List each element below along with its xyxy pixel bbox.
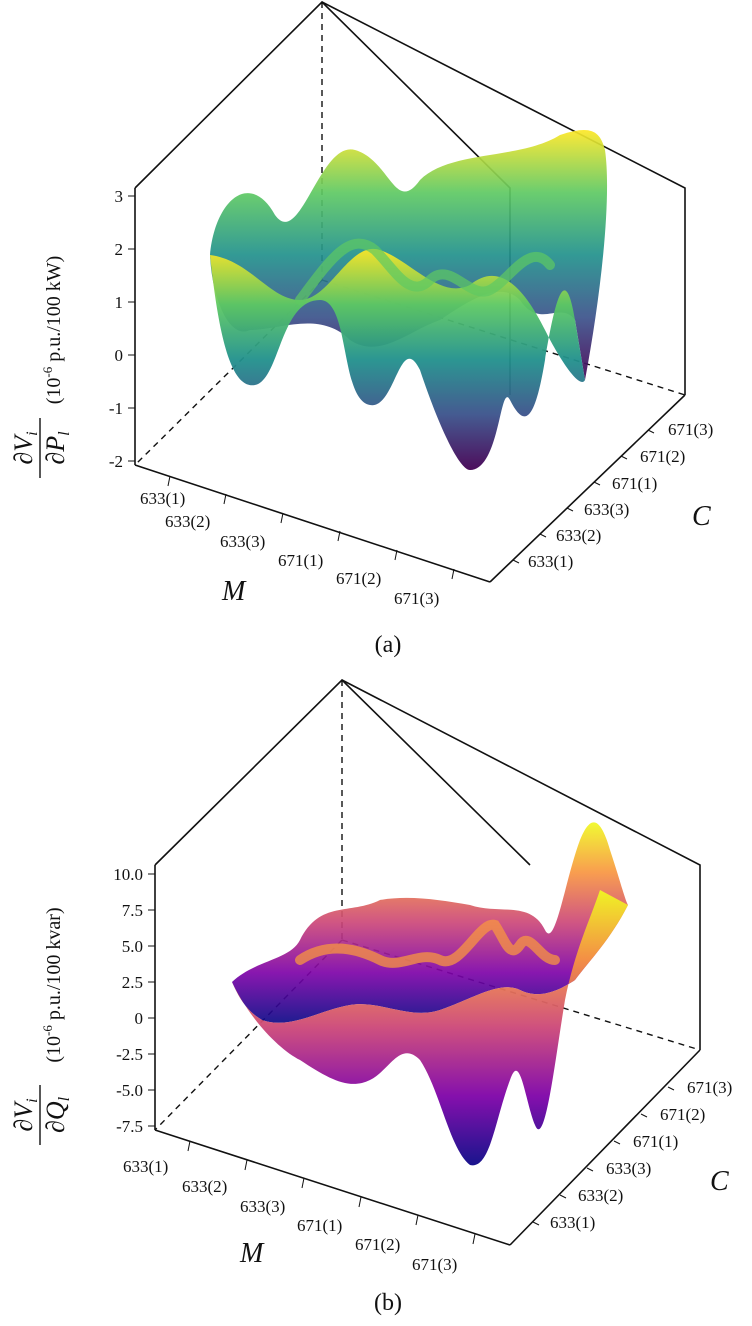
ylabel-exp: -6 xyxy=(40,1025,55,1036)
caption-b: (b) xyxy=(374,1290,402,1316)
c-tick-label: 671(2) xyxy=(640,447,685,466)
m-tick-label: 671(3) xyxy=(394,589,439,608)
fraction-den: ∂Q xyxy=(41,1101,70,1133)
surface-back-b xyxy=(232,822,628,1023)
z-tick-label: -7.5 xyxy=(116,1117,143,1136)
surface-ridge-a xyxy=(295,238,555,305)
c-axis-name-a: C xyxy=(692,501,711,532)
surface-back-a xyxy=(210,130,608,380)
m-axis-name-b: M xyxy=(239,1238,265,1269)
z-tick-a: 2 xyxy=(115,240,135,259)
c-ticks-b: 633(1) 633(2) 633(3) 671(1) 671(2) 671(3… xyxy=(532,1078,732,1232)
z-tick-label: 5.0 xyxy=(122,937,143,956)
svg-text:∂Pl: ∂Pl xyxy=(41,431,73,465)
fraction-num: ∂V xyxy=(9,433,38,465)
z-tick-a: 3 xyxy=(115,187,135,206)
m-tick-label: 633(3) xyxy=(220,532,265,551)
z-tick-label: 0 xyxy=(135,1009,144,1028)
c-tick-label: 671(3) xyxy=(687,1078,732,1097)
z-tick-label: 2 xyxy=(115,240,124,259)
ylabel-prefix: (10 xyxy=(43,1036,65,1063)
y-axis-label-b: (10-6 p.u./100 kvar) xyxy=(40,907,65,1062)
z-tick-label: 2.5 xyxy=(122,973,143,992)
z-tick-label: -5.0 xyxy=(116,1081,143,1100)
surface-front-a xyxy=(210,248,585,470)
axes-box-a-right xyxy=(321,1,686,395)
c-tick-label: 633(3) xyxy=(584,500,629,519)
z-tick-a: -1 xyxy=(109,399,135,418)
m-tick-label: 671(1) xyxy=(297,1216,342,1235)
z-tick-a: 1 xyxy=(115,293,135,312)
z-tick-label: -2.5 xyxy=(116,1045,143,1064)
c-tick-label: 671(1) xyxy=(633,1132,678,1151)
c-tick-label: 671(1) xyxy=(612,474,657,493)
z-tick-a: 0 xyxy=(115,346,135,365)
m-tick-label: 633(2) xyxy=(165,512,210,531)
fraction-num: ∂V xyxy=(9,1100,38,1132)
z-ticks-b: 10.0 7.5 5.0 2.5 0 -2.5 -5.0 -7.5 xyxy=(113,865,155,1136)
surface-front-b xyxy=(232,890,628,1166)
m-tick-label: 671(1) xyxy=(278,551,323,570)
svg-text:(10-6 p.u./100 kW): (10-6 p.u./100 kW) xyxy=(40,256,65,405)
svg-text:∂Vi: ∂Vi xyxy=(9,431,41,464)
z-tick-label: 1 xyxy=(115,293,124,312)
fraction-den-sub: l xyxy=(56,1096,73,1101)
m-tick-label: 633(3) xyxy=(240,1197,285,1216)
m-tick-label: 671(3) xyxy=(412,1255,457,1274)
z-tick-label: 7.5 xyxy=(122,901,143,920)
surface-plot-a xyxy=(210,130,608,470)
m-ticks-a: 633(1) 633(2) 633(3) 671(1) 671(2) 671(3… xyxy=(140,475,455,608)
fraction-num-sub: i xyxy=(24,1098,41,1102)
c-tick-label: 633(1) xyxy=(550,1213,595,1232)
panel-a: 3 2 1 0 -1 -2 63 xyxy=(9,0,713,658)
fraction-label-b: ∂Vi ∂Ql xyxy=(9,1085,73,1145)
m-ticks-b: 633(1) 633(2) 633(3) 671(1) 671(2) 671(3… xyxy=(123,1140,476,1274)
svg-text:∂Vi: ∂Vi xyxy=(9,1098,41,1131)
z-tick-label: -2 xyxy=(109,452,123,471)
svg-text:∂Ql: ∂Ql xyxy=(41,1096,73,1133)
c-axis-name-b: C xyxy=(710,1166,729,1197)
c-ticks-a: 633(1) 633(2) 633(3) 671(1) 671(2) 671(3… xyxy=(512,420,713,571)
z-tick-label: 3 xyxy=(115,187,124,206)
caption-a: (a) xyxy=(375,632,402,658)
m-tick-label: 671(2) xyxy=(336,569,381,588)
fraction-den: ∂P xyxy=(41,436,70,465)
m-tick-label: 633(1) xyxy=(123,1157,168,1176)
fraction-num-sub: i xyxy=(24,431,41,435)
fraction-label-a: ∂Vi ∂Pl xyxy=(9,418,73,478)
c-tick-label: 633(1) xyxy=(528,552,573,571)
surface-plot-b xyxy=(232,822,628,1166)
z-ticks-a: 3 2 1 0 -1 -2 xyxy=(109,187,135,471)
c-tick-label: 633(3) xyxy=(606,1159,651,1178)
ylabel-prefix: (10 xyxy=(43,378,65,405)
axes-box-b xyxy=(154,678,701,1246)
panel-b: 10.0 7.5 5.0 2.5 0 -2.5 -5.0 -7.5 633(1)… xyxy=(9,678,732,1316)
m-tick-label: 671(2) xyxy=(355,1235,400,1254)
z-tick-label: 10.0 xyxy=(113,865,143,884)
surface-ridge-b xyxy=(295,919,560,968)
c-tick-label: 633(2) xyxy=(578,1186,623,1205)
z-tick-a: -2 xyxy=(109,452,135,471)
fraction-den-sub: l xyxy=(56,431,73,436)
m-axis-name-a: M xyxy=(221,576,247,607)
z-tick-label: 0 xyxy=(115,346,124,365)
z-tick-label: -1 xyxy=(109,399,123,418)
ylabel-suffix: p.u./100 kvar) xyxy=(43,907,65,1025)
m-tick-label: 633(2) xyxy=(182,1177,227,1196)
c-tick-label: 671(3) xyxy=(668,420,713,439)
y-axis-label-a: (10-6 p.u./100 kW) xyxy=(40,256,65,405)
ylabel-suffix: p.u./100 kW) xyxy=(43,256,65,367)
c-tick-label: 671(2) xyxy=(660,1105,705,1124)
m-tick-label: 633(1) xyxy=(140,489,185,508)
ylabel-exp: -6 xyxy=(40,366,55,377)
svg-text:(10-6 p.u./100 kvar): (10-6 p.u./100 kvar) xyxy=(40,907,65,1062)
c-tick-label: 633(2) xyxy=(556,526,601,545)
